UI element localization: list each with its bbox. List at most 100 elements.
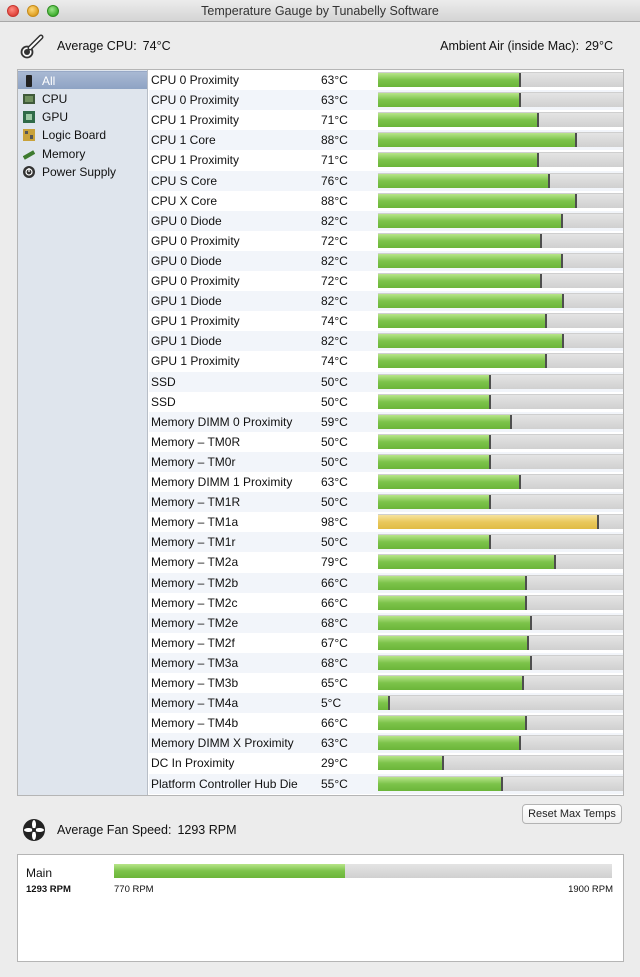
- temperature-bar-fill: [378, 776, 503, 791]
- temperature-bar: [378, 293, 623, 309]
- sensor-temperature: 72°C: [321, 233, 348, 248]
- sensor-temperature: 68°C: [321, 655, 348, 670]
- sidebar-item-memory[interactable]: Memory: [18, 145, 147, 163]
- average-fan-speed-value: 1293 RPM: [177, 823, 237, 837]
- table-row[interactable]: Memory – TM1a 98°C: [149, 512, 623, 532]
- temperature-bar-fill: [378, 233, 542, 248]
- temperature-bar-fill: [378, 615, 532, 630]
- temperature-bar-fill: [378, 93, 521, 108]
- table-row[interactable]: Memory – TM2b 66°C: [149, 572, 623, 593]
- table-row[interactable]: GPU 0 Diode 82°C: [149, 250, 623, 271]
- temperature-bar: [378, 433, 623, 449]
- sensor-temperature: 76°C: [321, 173, 348, 188]
- table-row[interactable]: GPU 0 Diode 82°C: [149, 210, 623, 231]
- table-row[interactable]: Memory – TM2f 67°C: [149, 633, 623, 653]
- table-row[interactable]: Memory DIMM 0 Proximity 59°C: [149, 411, 623, 432]
- table-row[interactable]: SSD 50°C: [149, 392, 623, 412]
- temperature-bar-fill: [378, 133, 577, 148]
- table-row[interactable]: Memory – TM3a 68°C: [149, 652, 623, 673]
- table-row[interactable]: GPU 0 Proximity 72°C: [149, 271, 623, 291]
- temperature-bar-fill: [378, 434, 491, 449]
- sidebar-item-all[interactable]: All: [18, 71, 147, 89]
- sensor-temperature: 66°C: [321, 716, 348, 731]
- table-row[interactable]: GPU 1 Proximity 74°C: [149, 351, 623, 371]
- temperature-bar: [378, 72, 623, 87]
- temperature-bar: [378, 474, 623, 489]
- sensor-name: Memory – TM1a: [151, 515, 239, 530]
- table-row[interactable]: Memory DIMM 1 Proximity 63°C: [149, 472, 623, 492]
- minimize-window-button[interactable]: [27, 5, 39, 17]
- table-row[interactable]: Memory – TM1R 50°C: [149, 492, 623, 513]
- close-window-button[interactable]: [7, 5, 19, 17]
- ambient-air-value: 29°C: [585, 39, 613, 53]
- temperature-bar-fill: [378, 354, 547, 369]
- sidebar-item-power-supply[interactable]: Power Supply: [18, 163, 147, 181]
- sensor-temperature: 65°C: [321, 676, 348, 690]
- table-row[interactable]: CPU 1 Core 88°C: [149, 130, 623, 151]
- table-row[interactable]: Memory – TM0R 50°C: [149, 432, 623, 452]
- sidebar-item-logic-board[interactable]: Logic Board: [18, 126, 147, 144]
- table-row[interactable]: GPU 0 Proximity 72°C: [149, 231, 623, 251]
- sensor-name: CPU X Core: [151, 193, 218, 208]
- ambient-air-label: Ambient Air (inside Mac):: [440, 39, 580, 53]
- table-row[interactable]: Platform Controller Hub Die 55°C: [149, 773, 623, 794]
- table-row[interactable]: Memory – TM3b 65°C: [149, 673, 623, 693]
- sensor-temperature: 67°C: [321, 635, 348, 650]
- table-row[interactable]: Memory – TM2c 66°C: [149, 593, 623, 613]
- sidebar-item-label: Logic Board: [42, 128, 107, 142]
- temperature-bar: [378, 333, 623, 349]
- table-row[interactable]: CPU 1 Proximity 71°C: [149, 150, 623, 170]
- fan-speed-fill: [114, 864, 345, 878]
- table-row[interactable]: CPU S Core 76°C: [149, 170, 623, 191]
- sidebar-item-label: All: [42, 74, 56, 88]
- cpu-chip-icon: [23, 94, 35, 104]
- temperature-bar-fill: [378, 756, 444, 771]
- sidebar-item-label: GPU: [42, 110, 69, 124]
- table-row[interactable]: GPU 1 Diode 82°C: [149, 291, 623, 312]
- table-row[interactable]: Memory – TM0r 50°C: [149, 451, 623, 472]
- table-row[interactable]: Memory – TM2e 68°C: [149, 612, 623, 633]
- table-row[interactable]: CPU 0 Proximity 63°C: [149, 70, 623, 90]
- temperature-bar-fill: [378, 736, 521, 751]
- table-row[interactable]: SSD 50°C: [149, 371, 623, 392]
- table-row[interactable]: Memory – TM4a 5°C: [149, 693, 623, 714]
- reset-max-temps-button[interactable]: Reset Max Temps: [522, 804, 622, 824]
- fan-panel: Main 1293 RPM 770 RPM 1900 RPM: [17, 854, 624, 962]
- zoom-window-button[interactable]: [47, 5, 59, 17]
- average-cpu-value: 74°C: [142, 39, 171, 53]
- temperature-bar: [378, 695, 623, 711]
- temperature-bar: [378, 313, 623, 329]
- temperature-bar: [378, 192, 623, 208]
- sensor-name: GPU 1 Diode: [151, 294, 222, 309]
- sensor-temperature: 71°C: [321, 113, 348, 128]
- temperature-bar-fill: [378, 515, 599, 530]
- table-row[interactable]: CPU X Core 88°C: [149, 191, 623, 211]
- fan-name: Main: [26, 866, 53, 880]
- sensor-name: GPU 1 Proximity: [151, 354, 240, 369]
- sensor-temperature: 50°C: [321, 454, 348, 469]
- sidebar-item-cpu[interactable]: CPU: [18, 90, 147, 108]
- table-row[interactable]: CPU 0 Proximity 63°C: [149, 90, 623, 111]
- sensor-temperature: 82°C: [321, 213, 348, 228]
- temperature-bar: [378, 534, 623, 550]
- sensor-name: Memory – TM2f: [151, 635, 235, 650]
- temperature-bar: [378, 413, 623, 429]
- temperature-bar: [378, 353, 623, 369]
- table-row[interactable]: GPU 1 Diode 82°C: [149, 331, 623, 352]
- temperature-bar: [378, 634, 623, 650]
- table-row[interactable]: Memory – TM4b 66°C: [149, 713, 623, 733]
- sidebar-item-gpu[interactable]: GPU: [18, 108, 147, 126]
- table-row[interactable]: Memory – TM2a 79°C: [149, 552, 623, 572]
- table-row[interactable]: GPU 1 Proximity 74°C: [149, 311, 623, 331]
- temperature-bar-fill: [378, 173, 550, 188]
- table-row[interactable]: Memory – TM1r 50°C: [149, 532, 623, 553]
- temperature-bar-fill: [378, 555, 556, 570]
- table-row[interactable]: DC In Proximity 29°C: [149, 753, 623, 773]
- table-row[interactable]: CPU 1 Proximity 71°C: [149, 110, 623, 130]
- sensor-list[interactable]: CPU 0 Proximity 63°C CPU 0 Proximity 63°C CP…: [149, 70, 623, 795]
- table-row[interactable]: Memory DIMM X Proximity 63°C: [149, 733, 623, 754]
- sensor-name: Memory – TM2b: [151, 575, 239, 590]
- temperature-bar-fill: [378, 334, 564, 349]
- fan-max-rpm: 1900 RPM: [568, 884, 613, 895]
- gpu-chip-icon: [23, 111, 35, 123]
